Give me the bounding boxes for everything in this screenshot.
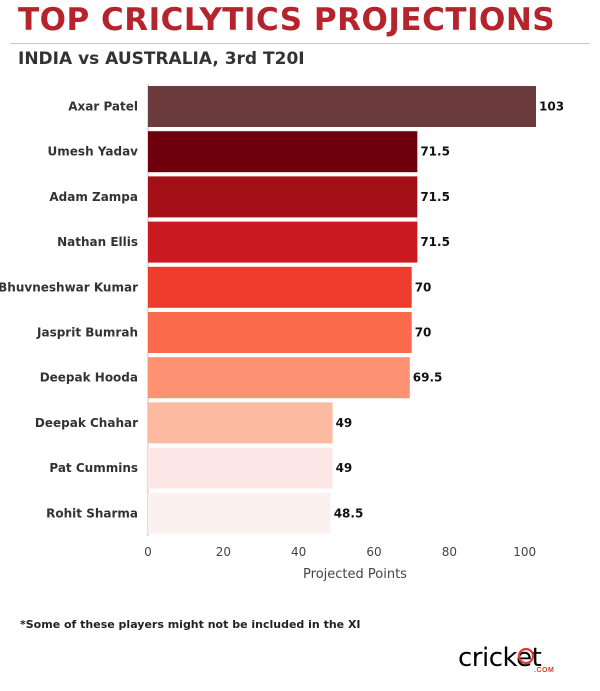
x-tick-label: 20: [216, 545, 231, 559]
category-label: Umesh Yadav: [48, 145, 139, 159]
value-label: 48.5: [334, 506, 364, 520]
category-label: Bhuvneshwar Kumar: [0, 280, 138, 294]
category-label: Axar Patel: [68, 100, 138, 114]
title-divider: [10, 43, 590, 44]
logo-mark: cricket: [458, 643, 542, 673]
bar-pat-cummins: [148, 447, 333, 489]
value-label: 71.5: [420, 235, 450, 249]
logo-suffix: .COM: [534, 667, 555, 674]
chart-title: TOP CRICLYTICS PROJECTIONS: [18, 2, 556, 38]
bar-axar-patel: [148, 86, 536, 127]
value-label: 49: [336, 461, 353, 475]
category-label: Pat Cummins: [49, 461, 138, 475]
bar-deepak-chahar: [148, 402, 333, 444]
x-tick-label: 40: [291, 545, 306, 559]
bar-rohit-sharma: [148, 492, 331, 534]
x-axis-label: Projected Points: [303, 567, 407, 582]
chart-subtitle: INDIA vs AUSTRALIA, 3rd T20I: [18, 49, 305, 69]
x-tick-label: 80: [442, 545, 457, 559]
logo-wordmark: cricket: [458, 643, 542, 673]
category-label: Jasprit Bumrah: [36, 326, 138, 340]
bar-adam-zampa: [148, 176, 418, 218]
category-label: Rohit Sharma: [46, 506, 138, 520]
x-tick-label: 0: [144, 545, 152, 559]
value-label: 70: [415, 280, 432, 294]
cricket-com-logo: cricket .COM: [458, 640, 578, 680]
bar-bhuvneshwar-kumar: [148, 266, 412, 308]
bar-chart: Axar Patel 103 Umesh Yadav 71.5 Adam Zampa 71…: [0, 84, 564, 582]
value-label: 103: [539, 100, 564, 114]
value-label: 71.5: [420, 190, 450, 204]
category-label: Adam Zampa: [49, 190, 138, 204]
value-label: 71.5: [420, 145, 450, 159]
bar-nathan-ellis: [148, 221, 418, 263]
value-label: 69.5: [413, 371, 443, 385]
x-tick-label: 60: [366, 545, 381, 559]
category-label: Deepak Hooda: [40, 371, 138, 385]
x-tick-label: 100: [513, 545, 536, 559]
footnote: *Some of these players might not be incl…: [20, 618, 361, 631]
category-label: Nathan Ellis: [57, 235, 138, 249]
category-label: Deepak Chahar: [35, 416, 138, 430]
value-label: 70: [415, 326, 432, 340]
logo-ball-icon: [517, 647, 535, 665]
bar-jasprit-bumrah: [148, 312, 412, 353]
bar-deepak-hooda: [148, 357, 410, 399]
value-label: 49: [336, 416, 353, 430]
bar-umesh-yadav: [148, 131, 418, 173]
